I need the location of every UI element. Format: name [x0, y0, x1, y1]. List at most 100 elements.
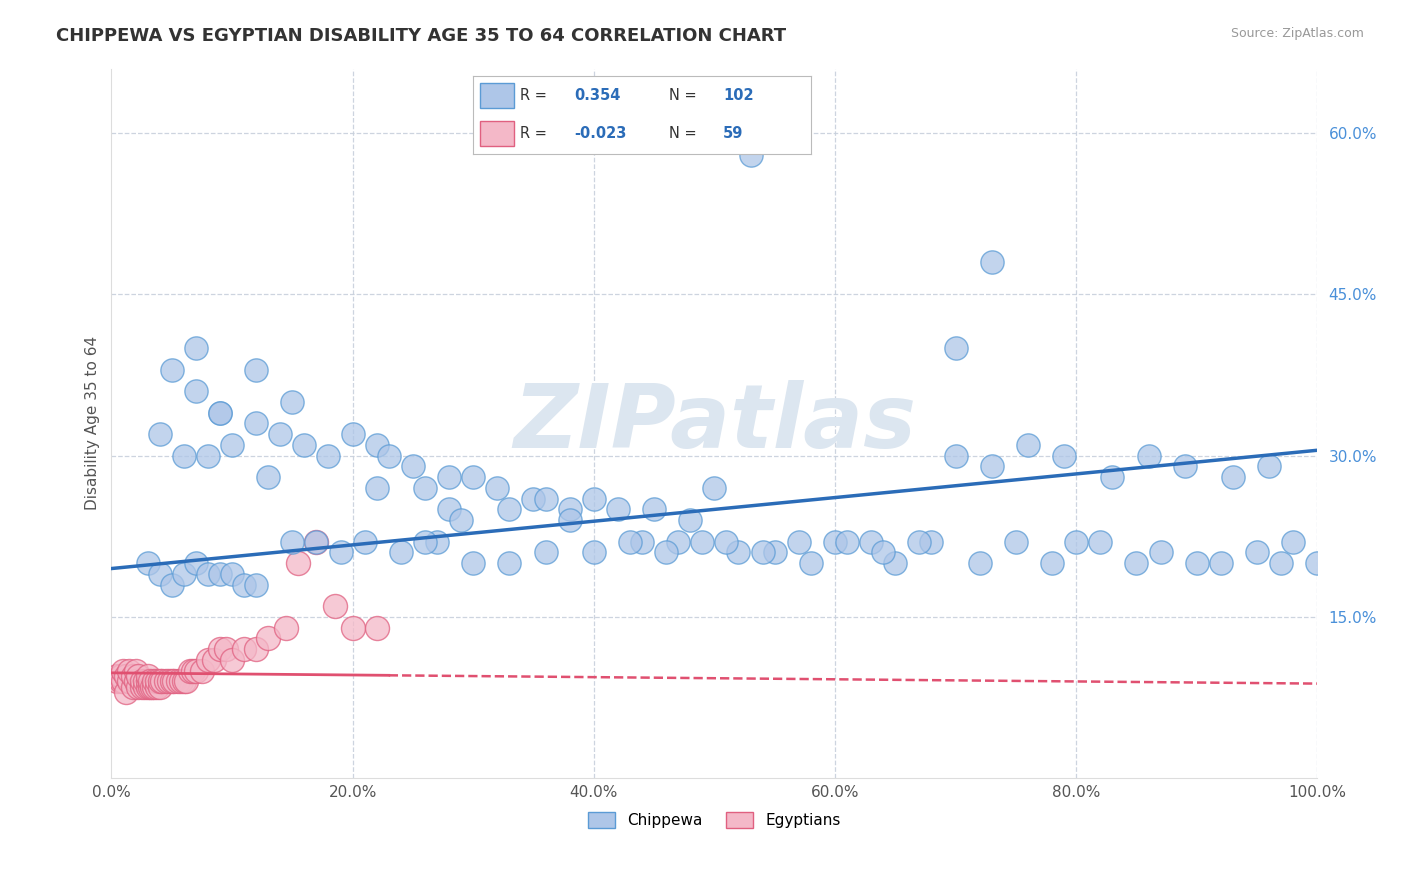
- Point: [366, 481, 388, 495]
- Legend: Chippewa, Egyptians: Chippewa, Egyptians: [582, 806, 846, 834]
- Point: [122, 680, 145, 694]
- Point: [160, 674, 183, 689]
- Point: [980, 255, 1002, 269]
- Point: [824, 534, 846, 549]
- Point: [1040, 556, 1063, 570]
- Point: [522, 491, 544, 506]
- Point: [703, 481, 725, 495]
- Point: [329, 545, 352, 559]
- Point: [498, 502, 520, 516]
- Point: [305, 534, 328, 549]
- Point: [366, 621, 388, 635]
- Point: [112, 674, 135, 689]
- Point: [860, 534, 883, 549]
- Point: [582, 491, 605, 506]
- Point: [245, 362, 267, 376]
- Point: [122, 669, 145, 683]
- Point: [179, 664, 201, 678]
- Point: [208, 566, 231, 581]
- Point: [136, 674, 159, 689]
- Point: [727, 545, 749, 559]
- Point: [342, 621, 364, 635]
- Point: [197, 566, 219, 581]
- Point: [450, 513, 472, 527]
- Point: [160, 362, 183, 376]
- Point: [155, 674, 177, 689]
- Point: [173, 449, 195, 463]
- Point: [166, 674, 188, 689]
- Point: [281, 395, 304, 409]
- Point: [1064, 534, 1087, 549]
- Point: [139, 674, 162, 689]
- Point: [606, 502, 628, 516]
- Point: [413, 481, 436, 495]
- Point: [146, 680, 169, 694]
- Point: [1282, 534, 1305, 549]
- Point: [318, 449, 340, 463]
- Point: [534, 491, 557, 506]
- Point: [157, 674, 180, 689]
- Point: [215, 642, 238, 657]
- Point: [221, 566, 243, 581]
- Point: [945, 449, 967, 463]
- Point: [716, 534, 738, 549]
- Point: [1209, 556, 1232, 570]
- Point: [920, 534, 942, 549]
- Point: [208, 642, 231, 657]
- Point: [740, 147, 762, 161]
- Point: [127, 680, 149, 694]
- Point: [666, 534, 689, 549]
- Point: [323, 599, 346, 614]
- Point: [463, 470, 485, 484]
- Point: [184, 341, 207, 355]
- Point: [142, 674, 165, 689]
- Point: [402, 459, 425, 474]
- Point: [110, 674, 132, 689]
- Point: [692, 534, 714, 549]
- Point: [160, 577, 183, 591]
- Point: [245, 577, 267, 591]
- Point: [413, 534, 436, 549]
- Point: [183, 664, 205, 678]
- Point: [208, 406, 231, 420]
- Point: [1185, 556, 1208, 570]
- Point: [276, 621, 298, 635]
- Point: [437, 502, 460, 516]
- Point: [884, 556, 907, 570]
- Point: [787, 534, 810, 549]
- Point: [679, 513, 702, 527]
- Text: CHIPPEWA VS EGYPTIAN DISABILITY AGE 35 TO 64 CORRELATION CHART: CHIPPEWA VS EGYPTIAN DISABILITY AGE 35 T…: [56, 27, 786, 45]
- Point: [184, 664, 207, 678]
- Point: [1137, 449, 1160, 463]
- Point: [221, 653, 243, 667]
- Point: [1174, 459, 1197, 474]
- Point: [1149, 545, 1171, 559]
- Point: [908, 534, 931, 549]
- Point: [107, 674, 129, 689]
- Point: [136, 669, 159, 683]
- Point: [498, 556, 520, 570]
- Point: [191, 664, 214, 678]
- Point: [141, 680, 163, 694]
- Point: [197, 653, 219, 667]
- Point: [655, 545, 678, 559]
- Point: [149, 674, 172, 689]
- Point: [872, 545, 894, 559]
- Point: [1017, 438, 1039, 452]
- Point: [110, 669, 132, 683]
- Point: [245, 417, 267, 431]
- Point: [835, 534, 858, 549]
- Point: [1246, 545, 1268, 559]
- Point: [558, 513, 581, 527]
- Point: [142, 680, 165, 694]
- Point: [643, 502, 665, 516]
- Point: [558, 502, 581, 516]
- Point: [134, 680, 156, 694]
- Point: [582, 545, 605, 559]
- Point: [281, 534, 304, 549]
- Point: [115, 669, 138, 683]
- Point: [134, 674, 156, 689]
- Point: [124, 664, 146, 678]
- Point: [136, 680, 159, 694]
- Point: [751, 545, 773, 559]
